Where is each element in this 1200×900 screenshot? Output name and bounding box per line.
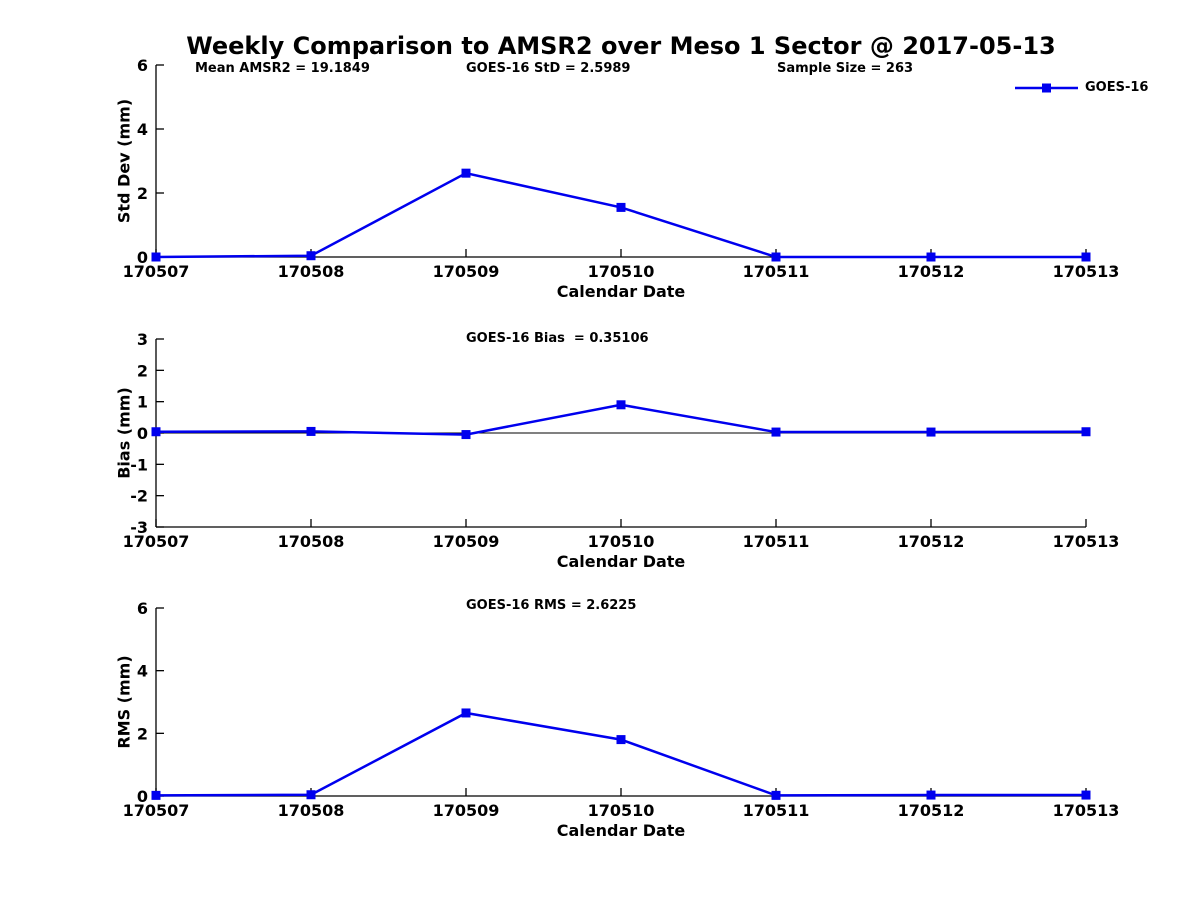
y-tick-label: 2 bbox=[137, 724, 148, 743]
x-tick-label: 170512 bbox=[898, 262, 965, 281]
data-point-marker bbox=[151, 790, 161, 800]
x-tick-label: 170513 bbox=[1053, 801, 1120, 820]
x-tick-label: 170511 bbox=[743, 532, 810, 551]
y-tick-label: 1 bbox=[137, 393, 148, 412]
data-line bbox=[155, 711, 1086, 797]
y-tick-label: 6 bbox=[137, 56, 148, 75]
y-tick-label: 4 bbox=[137, 662, 148, 681]
data-point-marker bbox=[306, 426, 316, 436]
y-tick-label: 3 bbox=[137, 330, 148, 349]
x-tick-label: 170509 bbox=[433, 532, 500, 551]
y-tick-label: -1 bbox=[130, 455, 148, 474]
rms-x-axis-label: Calendar Date bbox=[556, 821, 686, 840]
x-tick-label: 170508 bbox=[278, 801, 345, 820]
data-point-marker bbox=[306, 251, 316, 261]
bias-x-axis-label: Calendar Date bbox=[556, 552, 686, 571]
y-tick-label: 2 bbox=[137, 361, 148, 380]
data-point-marker bbox=[771, 790, 781, 800]
data-point-marker bbox=[151, 427, 161, 437]
y-tick-label: 2 bbox=[137, 184, 148, 203]
data-point-marker bbox=[771, 427, 781, 437]
data-point-marker bbox=[461, 708, 471, 718]
figure-title: Weekly Comparison to AMSR2 over Meso 1 S… bbox=[186, 32, 1056, 60]
x-tick-label: 170512 bbox=[898, 801, 965, 820]
x-tick-label: 170512 bbox=[898, 532, 965, 551]
bias-y-axis-label: Bias (mm) bbox=[114, 387, 134, 479]
data-point-marker bbox=[926, 427, 936, 437]
annotation-goes16-bias: GOES-16 Bias = 0.35106 bbox=[466, 331, 649, 346]
x-tick-label: 170510 bbox=[588, 262, 655, 281]
x-tick-label: 170511 bbox=[743, 262, 810, 281]
legend-line-marker-icon bbox=[1015, 83, 1078, 92]
data-point-marker bbox=[771, 252, 781, 262]
y-tick-label: 0 bbox=[137, 248, 148, 267]
legend: GOES-16 bbox=[1015, 80, 1148, 95]
y-tick-label: -3 bbox=[130, 518, 148, 537]
y-tick-label: 4 bbox=[137, 120, 148, 139]
data-point-marker bbox=[926, 252, 936, 262]
y-tick-label: 6 bbox=[137, 599, 148, 618]
data-point-marker bbox=[461, 430, 471, 440]
data-point-marker bbox=[616, 735, 626, 745]
y-tick-label: -2 bbox=[130, 487, 148, 506]
rms-y-axis-label: RMS (mm) bbox=[114, 655, 134, 749]
x-tick-label: 170508 bbox=[278, 262, 345, 281]
annotation-goes16-rms: GOES-16 RMS = 2.6225 bbox=[466, 598, 637, 613]
x-tick-label: 170513 bbox=[1053, 262, 1120, 281]
x-tick-label: 170507 bbox=[123, 532, 190, 551]
annotation-mean-amsr2: Mean AMSR2 = 19.1849 bbox=[195, 61, 370, 76]
x-tick-label: 170509 bbox=[433, 801, 500, 820]
data-point-marker bbox=[616, 202, 626, 212]
data-point-marker bbox=[926, 790, 936, 800]
x-tick-label: 170511 bbox=[743, 801, 810, 820]
x-tick-label: 170509 bbox=[433, 262, 500, 281]
legend-marker bbox=[1042, 83, 1051, 92]
data-point-marker bbox=[1081, 427, 1091, 437]
data-point-marker bbox=[1081, 252, 1091, 262]
data-line bbox=[155, 171, 1086, 259]
stddev-x-axis-label: Calendar Date bbox=[556, 282, 686, 301]
data-point-marker bbox=[461, 168, 471, 178]
data-point-marker bbox=[616, 400, 626, 410]
x-tick-label: 170508 bbox=[278, 532, 345, 551]
data-point-marker bbox=[151, 252, 161, 262]
y-tick-label: 0 bbox=[137, 787, 148, 806]
x-tick-label: 170510 bbox=[588, 532, 655, 551]
legend-label: GOES-16 bbox=[1085, 80, 1149, 95]
stddev-y-axis-label: Std Dev (mm) bbox=[114, 98, 134, 224]
annotation-goes16-std: GOES-16 StD = 2.5989 bbox=[466, 61, 631, 76]
x-tick-label: 170507 bbox=[123, 262, 190, 281]
y-tick-label: 0 bbox=[137, 424, 148, 443]
annotation-sample-size: Sample Size = 263 bbox=[777, 61, 914, 76]
x-tick-label: 170507 bbox=[123, 801, 190, 820]
data-point-marker bbox=[306, 790, 316, 800]
data-point-marker bbox=[1081, 790, 1091, 800]
x-tick-label: 170510 bbox=[588, 801, 655, 820]
x-tick-label: 170513 bbox=[1053, 532, 1120, 551]
